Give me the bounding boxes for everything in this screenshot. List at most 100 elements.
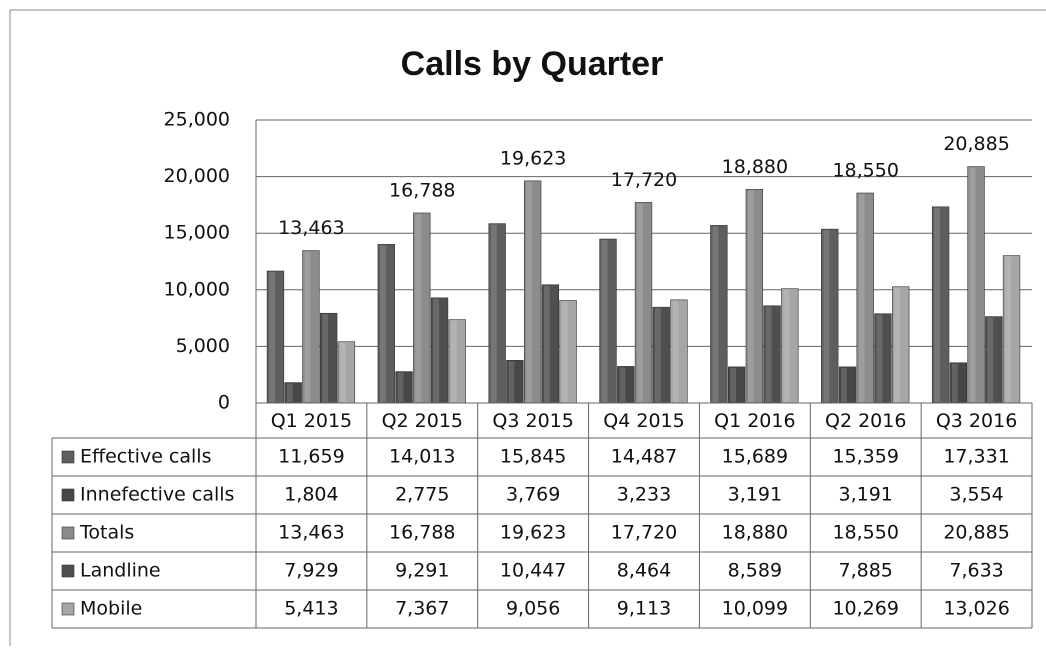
legend-key: [61, 564, 75, 578]
chart-title: Calls by Quarter: [401, 45, 664, 83]
bar-highlight: [969, 167, 976, 402]
bar-highlight: [823, 230, 830, 402]
bar-highlight: [286, 383, 293, 402]
legend-label: Innefective calls: [80, 484, 234, 506]
table-cell: 7,929: [284, 560, 338, 582]
legend-label: Mobile: [80, 598, 142, 620]
table-cell: 7,885: [839, 560, 893, 582]
data-label: 13,463: [278, 217, 344, 239]
bar-highlight: [987, 317, 994, 402]
table-cell: 15,845: [500, 446, 566, 468]
table-cell: 8,589: [728, 560, 782, 582]
table-cell: 18,550: [832, 522, 898, 544]
table-cell: 20,885: [943, 522, 1009, 544]
table-cell: 3,191: [839, 484, 893, 506]
bar-highlight: [526, 181, 533, 402]
y-tick-label: 0: [218, 392, 230, 414]
bar-highlight: [783, 289, 790, 402]
table-cell: 10,099: [722, 598, 788, 620]
table-cell: 10,269: [832, 598, 898, 620]
table-cell: 2,775: [395, 484, 449, 506]
bar-highlight: [340, 342, 346, 402]
table-cell: 14,487: [611, 446, 677, 468]
data-label: 18,550: [832, 160, 898, 182]
table-cell: 9,113: [617, 598, 671, 620]
bar-highlight: [544, 285, 550, 402]
table-cell: 15,359: [832, 446, 898, 468]
data-label: 19,623: [500, 147, 566, 169]
bar-highlight: [654, 308, 661, 402]
table-cell: 1,804: [284, 484, 338, 506]
y-tick-label: 15,000: [164, 222, 230, 244]
table-cell: 7,633: [949, 560, 1003, 582]
bar-highlight: [672, 300, 679, 402]
bar-highlight: [508, 361, 515, 402]
bar-highlight: [858, 194, 865, 402]
bar-highlight: [322, 314, 329, 402]
bar-highlight: [450, 320, 457, 402]
bar-highlight: [397, 372, 404, 402]
y-tick-label: 5,000: [176, 335, 230, 357]
table-cell: 19,623: [500, 522, 566, 544]
legend-label: Totals: [79, 522, 134, 544]
table-cell: 8,464: [617, 560, 671, 582]
bar-highlight: [601, 240, 608, 402]
data-label: 17,720: [611, 169, 677, 191]
bar-highlight: [490, 224, 497, 402]
bar-highlight: [876, 314, 883, 402]
data-label: 18,880: [722, 156, 788, 178]
data-label: 16,788: [389, 179, 455, 201]
y-tick-label: 20,000: [164, 165, 230, 187]
table-cell: 3,554: [949, 484, 1003, 506]
bar-highlight: [379, 245, 386, 402]
bar-highlight: [304, 251, 311, 402]
bar-highlight: [730, 367, 737, 402]
table-cell: 13,026: [943, 598, 1009, 620]
x-tick-label: Q2 2016: [825, 410, 906, 432]
table-cell: 14,013: [389, 446, 455, 468]
x-tick-label: Q3 2016: [936, 410, 1017, 432]
table-cell: 3,191: [728, 484, 782, 506]
x-tick-label: Q1 2015: [271, 410, 352, 432]
table-cell: 9,056: [506, 598, 560, 620]
x-tick-label: Q2 2015: [382, 410, 463, 432]
bar-highlight: [765, 306, 772, 402]
legend-key: [61, 488, 75, 502]
legend-label: Landline: [80, 560, 161, 582]
legend-key: [61, 450, 75, 464]
bar-highlight: [269, 272, 275, 402]
bar-highlight: [894, 287, 901, 402]
y-tick-label: 25,000: [164, 109, 230, 131]
table-cell: 7,367: [395, 598, 449, 620]
table-cell: 16,788: [389, 522, 455, 544]
bar-highlight: [619, 367, 626, 402]
bar-highlight: [637, 203, 643, 402]
bar-highlight: [841, 367, 847, 402]
table-cell: 3,769: [506, 484, 560, 506]
x-tick-label: Q3 2015: [492, 410, 573, 432]
y-tick-label: 10,000: [164, 278, 230, 300]
bar-highlight: [1005, 256, 1012, 402]
legend-key: [61, 526, 75, 540]
x-tick-label: Q4 2015: [603, 410, 684, 432]
table-cell: 11,659: [278, 446, 344, 468]
bar-highlight: [747, 190, 754, 402]
table-cell: 13,463: [278, 522, 344, 544]
bar-highlight: [951, 363, 958, 402]
bar-highlight: [934, 207, 941, 402]
table-cell: 5,413: [284, 598, 338, 620]
bar-highlight: [712, 226, 719, 402]
x-tick-label: Q1 2016: [714, 410, 795, 432]
table-cell: 17,331: [943, 446, 1009, 468]
bar-highlight: [561, 301, 568, 402]
table-cell: 17,720: [611, 522, 677, 544]
table-cell: 9,291: [395, 560, 449, 582]
table-cell: 18,880: [722, 522, 788, 544]
legend-key: [61, 602, 75, 616]
table-cell: 15,689: [722, 446, 788, 468]
table-cell: 10,447: [500, 560, 566, 582]
table-cell: 3,233: [617, 484, 671, 506]
bar-highlight: [415, 213, 422, 402]
bar-highlight: [433, 298, 440, 402]
